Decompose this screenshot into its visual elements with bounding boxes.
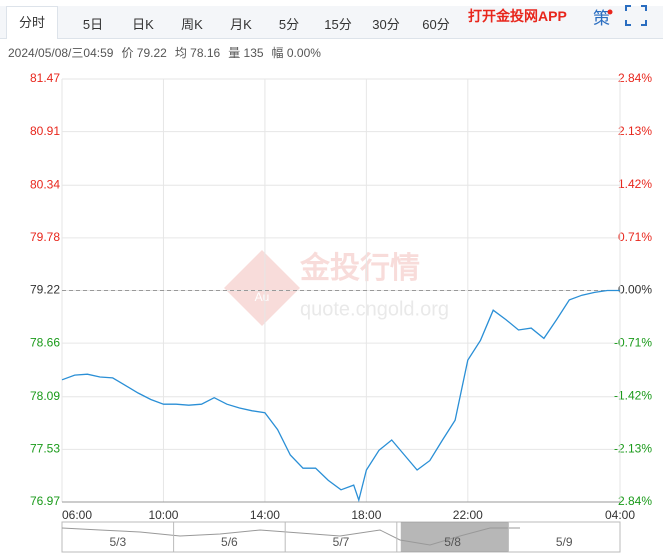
watermark-logo: Au — [255, 290, 270, 304]
tab[interactable]: 30分 — [372, 17, 400, 32]
navigator-label: 5/7 — [333, 535, 350, 549]
y-tick-label: 79.22 — [30, 283, 60, 297]
navigator-label: 5/8 — [444, 535, 461, 549]
fullscreen-icon[interactable] — [625, 5, 647, 26]
navigator-selection — [400, 522, 509, 552]
watermark: Au 金投行情 quote.cngold.org — [224, 250, 449, 326]
y-tick-label: 80.34 — [30, 177, 60, 191]
y2-tick-label: 2.84% — [618, 71, 652, 85]
navigator-label: 5/3 — [109, 535, 126, 549]
y-tick-label: 78.09 — [30, 389, 60, 403]
navigator-label: 5/6 — [221, 535, 238, 549]
strategy-button[interactable]: 策 — [593, 9, 610, 28]
y2-tick-label: -2.13% — [614, 441, 652, 455]
y2-tick-label: 2.13% — [618, 124, 652, 138]
info-line: 2024/05/08/三04:59 价 79.22 均 78.16 量 135 幅 0.… — [8, 44, 321, 61]
tab[interactable]: 5日 — [82, 17, 104, 32]
y2-tick-label: -0.71% — [614, 336, 652, 350]
info-item: 均 78.16 — [174, 46, 221, 60]
y-tick-label: 80.91 — [30, 124, 60, 138]
y2-tick-label: 0.71% — [618, 230, 652, 244]
x-tick-label: 04:00 — [605, 508, 635, 522]
x-tick-label: 10:00 — [148, 508, 178, 522]
y2-tick-label: 0.00% — [618, 283, 652, 297]
navigator-label: 5/9 — [556, 535, 573, 549]
x-tick-label: 22:00 — [453, 508, 483, 522]
y2-tick-label: 1.42% — [618, 177, 652, 191]
tab[interactable]: 5分 — [278, 17, 300, 32]
x-tick-label: 18:00 — [351, 508, 381, 522]
info-item: 量 135 — [228, 46, 264, 60]
tab[interactable]: 周K — [181, 17, 203, 32]
y-tick-label: 81.47 — [30, 71, 60, 85]
info-item: 2024/05/08/三04:59 — [8, 46, 114, 60]
y2-tick-label: -2.84% — [614, 494, 652, 508]
tab[interactable]: 15分 — [324, 17, 352, 32]
navigator[interactable] — [61, 521, 621, 553]
info-item: 幅 0.00% — [271, 46, 321, 60]
tab[interactable]: 日K — [132, 17, 154, 32]
badge-dot — [607, 9, 613, 15]
y-tick-label: 77.53 — [30, 442, 60, 456]
x-tick-label: 06:00 — [62, 508, 92, 522]
tab[interactable]: 分时 — [5, 6, 59, 39]
y-tick-label: 79.78 — [30, 230, 60, 244]
x-tick-label: 14:00 — [250, 508, 280, 522]
app-link[interactable]: 打开金投网APP — [468, 8, 567, 24]
tab-bar: 分时 5日 日K 周K 月K 5分 15分 30分 60分 — [0, 6, 663, 39]
y2-tick-label: -1.42% — [614, 388, 652, 402]
watermark-title: 金投行情 — [299, 251, 420, 285]
info-item: 价 79.22 — [121, 46, 167, 60]
tab[interactable]: 月K — [230, 17, 252, 32]
series-line — [61, 289, 620, 503]
tab[interactable]: 60分 — [422, 17, 450, 32]
watermark-url: quote.cngold.org — [300, 298, 449, 320]
y-tick-label: 78.66 — [30, 335, 60, 349]
y-tick-label: 76.97 — [30, 494, 60, 508]
